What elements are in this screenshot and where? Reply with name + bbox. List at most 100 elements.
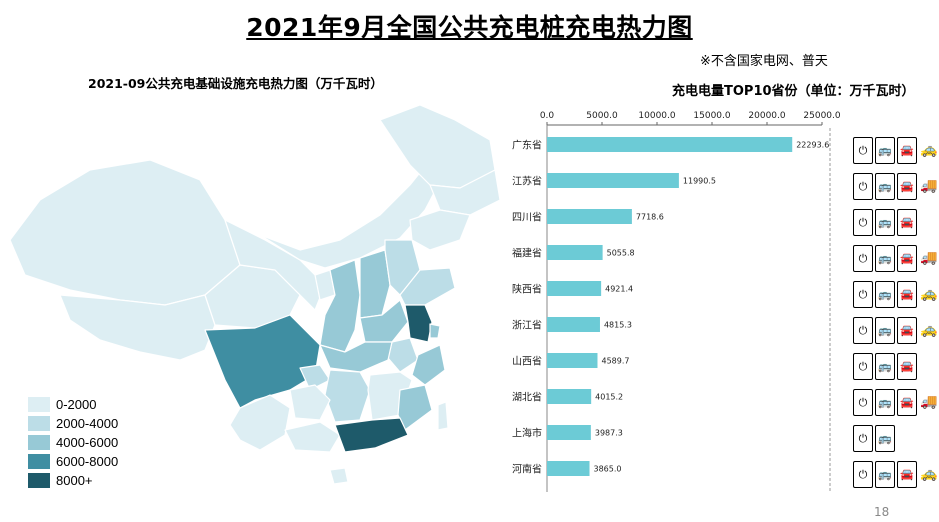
- bar: [547, 137, 793, 152]
- region-inner-mongolia: [259, 159, 446, 269]
- category-label: 广东省: [512, 139, 542, 152]
- region-anhui: [387, 337, 419, 373]
- page-number: 18: [874, 505, 890, 519]
- x-tick-label: 15000.0: [693, 111, 730, 121]
- charger-icon: ⏻: [853, 245, 873, 272]
- charger-icon: ⏻: [853, 281, 873, 308]
- bar-value-label: 4815.3: [604, 321, 632, 330]
- bus-icon: 🚌: [875, 389, 895, 416]
- taxi-icon: 🚕: [919, 461, 939, 486]
- category-label: 四川省: [512, 211, 542, 224]
- legend-item: 8000+: [28, 473, 93, 488]
- region-tibet: [59, 294, 216, 361]
- legend-item: 4000-6000: [28, 435, 118, 450]
- taxi-icon: 🚕: [919, 317, 939, 342]
- bar: [547, 389, 592, 404]
- legend-label: 0-2000: [56, 397, 97, 412]
- x-tick-label: 25000.0: [803, 111, 840, 121]
- bar: [547, 317, 600, 332]
- charger-icon: ⏻: [853, 137, 873, 164]
- charger-icon: ⏻: [853, 389, 873, 416]
- region-fujian: [397, 384, 433, 431]
- bar: [547, 461, 590, 476]
- category-label: 河南省: [512, 463, 542, 476]
- region-hainan: [329, 467, 349, 485]
- region-guangdong: [334, 417, 409, 453]
- bar: [547, 281, 602, 296]
- bar: [547, 425, 591, 440]
- bar-value-label: 4921.4: [605, 285, 633, 294]
- region-zhejiang: [411, 344, 446, 386]
- bar-value-label: 7718.6: [636, 213, 664, 222]
- region-guizhou: [289, 384, 331, 421]
- category-label: 上海市: [512, 427, 542, 440]
- bar-value-label: 4015.2: [595, 393, 623, 402]
- taxi-icon: 🚕: [919, 281, 939, 306]
- region-guangxi: [284, 421, 341, 453]
- bus-icon: 🚌: [875, 353, 895, 380]
- car-icon: 🚘: [897, 281, 917, 308]
- car-icon: 🚘: [897, 317, 917, 344]
- bus-icon: 🚌: [875, 209, 895, 236]
- region-heilongjiang: [379, 104, 496, 189]
- car-icon: 🚘: [897, 209, 917, 236]
- truck-icon: 🚚: [919, 389, 939, 414]
- china-heat-map: [9, 104, 501, 485]
- legend-label: 4000-6000: [56, 435, 119, 450]
- map-title: 2021-09公共充电基础设施充电热力图（万千瓦时）: [88, 76, 383, 91]
- x-tick-label: 5000.0: [586, 111, 618, 121]
- legend-label: 6000-8000: [56, 454, 119, 469]
- charger-icon: ⏻: [853, 173, 873, 200]
- legend-label: 8000+: [56, 473, 93, 488]
- category-label: 山西省: [512, 355, 542, 368]
- car-icon: 🚘: [897, 137, 917, 164]
- charger-icon: ⏻: [853, 209, 873, 236]
- bar-value-label: 3987.3: [595, 429, 623, 438]
- truck-icon: 🚚: [919, 173, 939, 198]
- legend-swatch: [28, 435, 50, 450]
- bus-icon: 🚌: [875, 137, 895, 164]
- bus-icon: 🚌: [875, 317, 895, 344]
- bus-icon: 🚌: [875, 425, 895, 452]
- legend-swatch: [28, 454, 50, 469]
- region-xinjiang: [9, 159, 241, 306]
- car-icon: 🚘: [897, 173, 917, 200]
- region-shanghai: [429, 323, 441, 339]
- bus-icon: 🚌: [875, 173, 895, 200]
- x-tick-label: 0.0: [540, 111, 555, 121]
- bus-icon: 🚌: [875, 281, 895, 308]
- car-icon: 🚘: [897, 245, 917, 272]
- region-hubei: [319, 341, 393, 373]
- category-label: 江苏省: [512, 175, 542, 188]
- chart-title: 充电电量TOP10省份（单位：万千瓦时）: [672, 84, 915, 99]
- bus-icon: 🚌: [875, 245, 895, 272]
- car-icon: 🚘: [897, 461, 917, 488]
- legend-item: 6000-8000: [28, 454, 118, 469]
- charger-icon: ⏻: [853, 353, 873, 380]
- bus-icon: 🚌: [875, 461, 895, 488]
- bar: [547, 245, 603, 260]
- legend-item: 2000-4000: [28, 416, 118, 431]
- category-label: 湖北省: [512, 391, 542, 404]
- charger-icon: ⏻: [853, 425, 873, 452]
- bar-value-label: 3865.0: [594, 465, 622, 474]
- bar: [547, 173, 679, 188]
- bar: [547, 353, 598, 368]
- region-hunan: [324, 369, 371, 423]
- region-yunnan: [229, 394, 291, 451]
- category-label: 福建省: [512, 247, 542, 260]
- top10-bar-chart: 0.0 5000.0 10000.0 15000.0 20000.0 25000.0 广东省…: [512, 111, 841, 492]
- bar-value-label: 5055.8: [607, 249, 635, 258]
- bar: [547, 209, 632, 224]
- category-label: 浙江省: [512, 319, 542, 332]
- legend-item: 0-2000: [28, 397, 96, 412]
- charger-icon: ⏻: [853, 461, 873, 488]
- region-gansu: [224, 219, 326, 311]
- taxi-icon: 🚕: [919, 137, 939, 162]
- x-tick-label: 20000.0: [748, 111, 785, 121]
- legend-swatch: [28, 416, 50, 431]
- page-title: 2021年9月全国公共充电桩充电热力图: [246, 13, 693, 42]
- region-taiwan: [437, 401, 449, 431]
- legend-label: 2000-4000: [56, 416, 119, 431]
- category-label: 陕西省: [512, 283, 542, 296]
